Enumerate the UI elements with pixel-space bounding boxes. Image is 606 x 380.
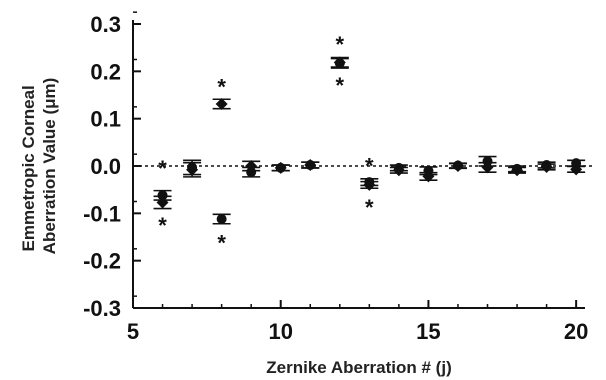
diamond-marker	[156, 196, 169, 209]
diamond-marker	[304, 159, 317, 172]
significance-asterisk: *	[365, 154, 374, 179]
y-tick-label: -0.1	[83, 201, 121, 226]
y-tick-label: -0.3	[83, 296, 121, 321]
x-tick-label: 5	[127, 319, 139, 344]
significance-asterisk: *	[336, 32, 345, 57]
significance-asterisk: *	[158, 156, 167, 181]
y-tick-label: 0.1	[90, 107, 121, 132]
data-markers	[156, 56, 583, 225]
diamond-marker	[215, 97, 228, 110]
diamond-marker	[511, 164, 524, 177]
diamond-marker	[422, 170, 435, 183]
circle-marker	[216, 214, 227, 225]
y-tick-label: 0.0	[90, 154, 121, 179]
x-tick-label: 10	[268, 319, 292, 344]
y-axis-ticks: -0.3 -0.2 -0.1 0.0 0.1 0.2 0.3	[83, 11, 141, 321]
y-axis-title-line-2: Aberration Value (μm)	[40, 78, 59, 255]
x-tick-label: 15	[416, 319, 440, 344]
x-tick-label: 20	[564, 319, 588, 344]
diamond-marker	[245, 160, 258, 172]
diamond-marker	[333, 56, 346, 69]
significance-asterisk: *	[365, 195, 374, 220]
diamond-marker	[392, 164, 405, 177]
diamond-marker	[481, 161, 494, 174]
x-axis-ticks: 5 10 15 20	[127, 300, 588, 344]
y-axis-title-line-1: Emmetropic Corneal	[19, 85, 38, 251]
diamond-marker	[186, 163, 199, 176]
diamond-marker	[540, 160, 553, 173]
diamond-marker	[570, 163, 583, 176]
significance-markers: * * * * * * * *	[158, 32, 374, 255]
y-tick-label: 0.2	[90, 59, 121, 84]
y-tick-label: 0.3	[90, 12, 121, 37]
circle-marker	[157, 190, 168, 201]
significance-asterisk: *	[336, 73, 345, 98]
circle-marker	[571, 158, 582, 169]
diamond-marker	[274, 161, 287, 174]
y-axis-title: Emmetropic Corneal Aberration Value (μm)	[19, 78, 59, 255]
diamond-marker	[451, 160, 464, 172]
significance-asterisk: *	[158, 213, 167, 238]
significance-asterisk: *	[217, 75, 226, 100]
significance-asterisk: *	[217, 230, 226, 255]
circle-marker	[482, 156, 493, 167]
diamond-marker	[363, 178, 376, 191]
x-axis-title: Zernike Aberration # (j)	[266, 358, 451, 377]
y-tick-label: -0.2	[83, 249, 121, 274]
circle-marker	[246, 167, 257, 178]
